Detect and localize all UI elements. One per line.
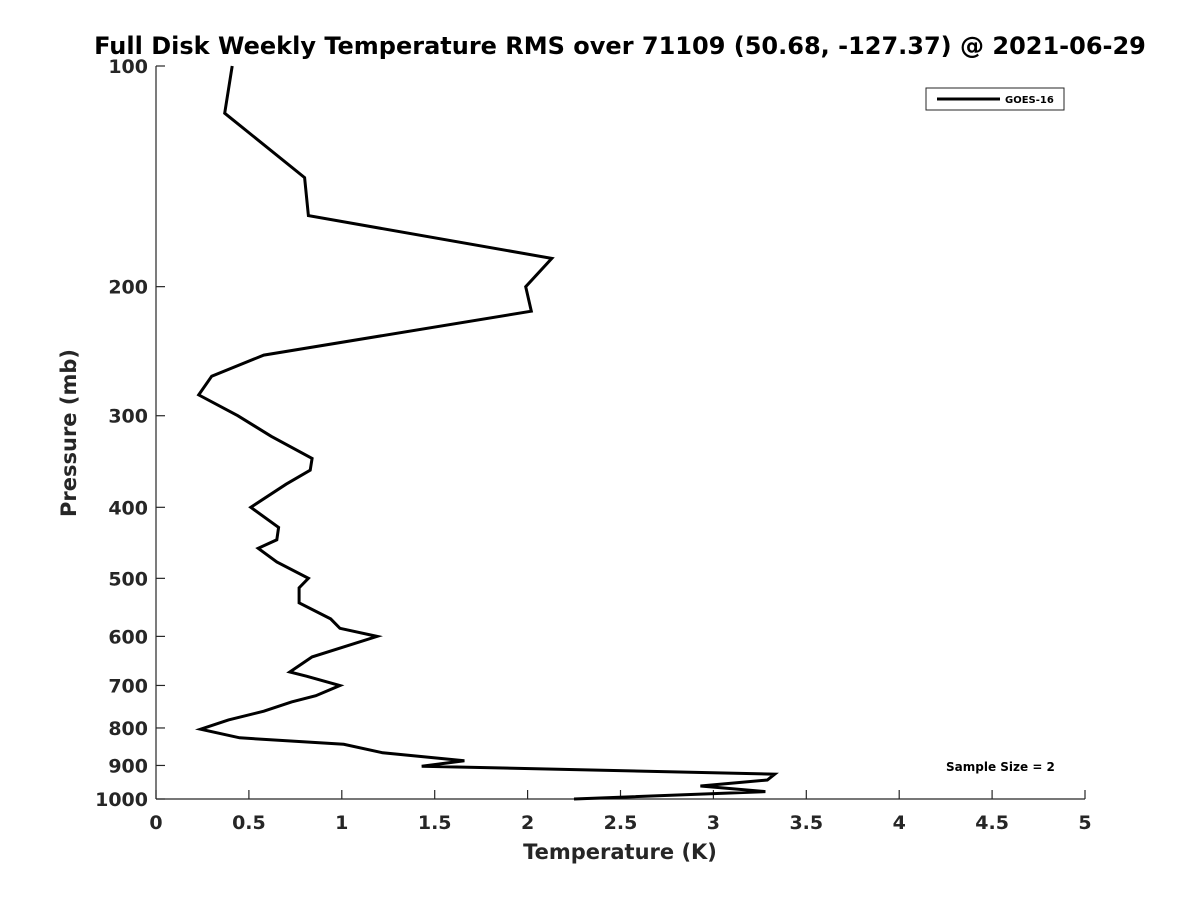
plot-area — [155, 66, 1085, 800]
y-axis-label: Pressure (mb) — [57, 349, 81, 517]
chart-title: Full Disk Weekly Temperature RMS over 71… — [94, 32, 1146, 60]
x-tick-label: 5 — [1078, 812, 1091, 834]
x-tick-label: 0 — [149, 812, 162, 834]
legend-label-goes-16: GOES-16 — [1005, 95, 1054, 106]
y-tick-label: 700 — [108, 675, 148, 697]
x-tick-label: 1 — [335, 812, 348, 834]
x-tick-label: 0.5 — [232, 812, 266, 834]
y-tick-label: 100 — [108, 56, 148, 78]
y-tick-label: 1000 — [95, 789, 148, 811]
sample-size-annotation: Sample Size = 2 — [946, 760, 1055, 774]
y-tick-label: 500 — [108, 568, 148, 590]
x-axis-ticks: 0 0.5 1 1.5 2 2.5 3 3.5 4 4.5 5 — [149, 790, 1092, 834]
x-tick-label: 4.5 — [975, 812, 1009, 834]
y-tick-label: 600 — [108, 626, 148, 648]
x-tick-label: 3.5 — [789, 812, 823, 834]
y-tick-label: 900 — [108, 755, 148, 777]
y-tick-label: 800 — [108, 718, 148, 740]
x-axis-label: Temperature (K) — [523, 840, 717, 864]
series-layer — [194, 65, 779, 801]
y-axis-ticks: 100 200 300 400 500 600 700 800 900 1000 — [95, 56, 165, 811]
x-tick-label: 2.5 — [604, 812, 638, 834]
x-tick-label: 3 — [707, 812, 720, 834]
x-tick-label: 2 — [521, 812, 534, 834]
x-tick-label: 4 — [893, 812, 906, 834]
y-tick-label: 300 — [108, 406, 148, 428]
x-tick-label: 1.5 — [418, 812, 452, 834]
y-tick-label: 200 — [108, 277, 148, 299]
legend: GOES-16 — [925, 87, 1065, 111]
series-line-goes-16 — [194, 65, 779, 801]
y-tick-label: 400 — [108, 497, 148, 519]
